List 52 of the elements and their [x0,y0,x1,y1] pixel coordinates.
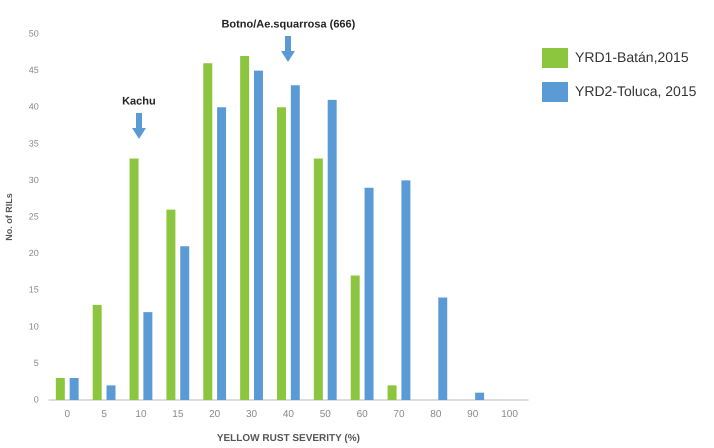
bar [475,392,484,400]
annotation: Kachu [122,95,156,108]
y-tick-label: 0 [34,394,39,404]
x-tick-label: 40 [282,408,294,420]
y-tick-label: 25 [28,211,39,222]
y-tick-label: 15 [28,284,39,295]
x-tick-label: 20 [209,408,221,420]
y-axis-title: No. of RILs [4,193,14,241]
bar [106,385,116,400]
bar [92,304,102,400]
bar [130,158,139,400]
bar [203,63,212,400]
y-tick-label: 50 [28,28,39,38]
x-axis-title: YELLOW RUST SEVERITY (%) [216,432,360,444]
x-tick-label: 15 [172,408,184,420]
x-tick-label: 10 [135,408,147,420]
y-tick-label: 20 [28,248,39,258]
bar [217,107,226,400]
y-tick-label: 40 [28,102,39,112]
bar [56,378,65,400]
bar [328,100,337,400]
bar [143,312,152,400]
y-tick-label: 45 [28,65,39,76]
x-tick-label: 100 [501,408,518,420]
legend-label: YRD2-Toluca, 2015 [575,82,697,99]
bar [350,276,360,400]
x-tick-label: 90 [467,408,479,420]
legend-label: YRD1-Batán,2015 [575,48,689,65]
bar [166,210,176,400]
bar [388,385,397,400]
x-tick-label: 70 [393,408,405,420]
bar [401,180,410,400]
x-tick-label: 30 [246,408,258,420]
x-tick-label: 5 [101,408,108,420]
y-tick-label: 10 [28,321,39,332]
y-tick-label: 5 [34,358,39,368]
x-tick-label: 0 [64,408,70,420]
bar [277,107,286,400]
bar [438,298,448,400]
y-tick-label: 30 [28,174,39,185]
bar [240,56,250,400]
bar [254,70,263,400]
bar [314,158,323,400]
x-tick-label: 80 [430,408,442,420]
x-tick-label: 50 [320,408,332,420]
y-tick-label: 35 [28,138,39,148]
bar [364,188,374,400]
bar [180,246,190,400]
text: Botno/Ae.squarrosa (666) [221,18,356,31]
bar [290,85,300,400]
bar [70,378,79,400]
x-tick-label: 60 [356,408,368,420]
